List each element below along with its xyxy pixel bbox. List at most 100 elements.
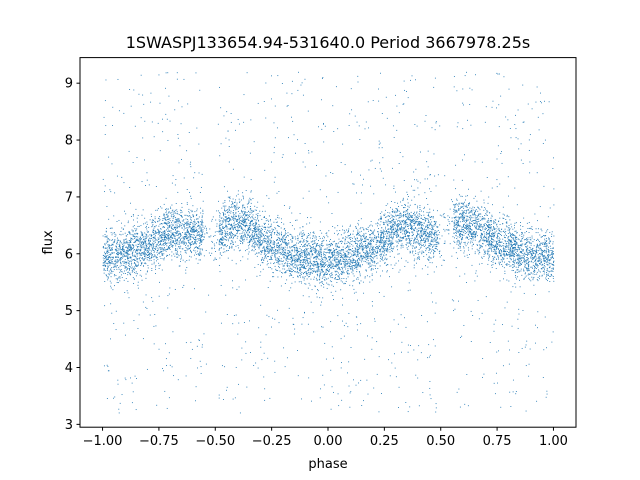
data-point [407, 351, 409, 353]
data-point [354, 239, 356, 241]
data-point [228, 233, 230, 235]
data-point [261, 218, 263, 220]
data-point [233, 220, 235, 221]
data-point [317, 254, 319, 256]
data-point [482, 243, 484, 245]
data-point [398, 217, 400, 219]
data-point [397, 225, 399, 227]
data-point [529, 161, 531, 163]
data-point [195, 72, 197, 74]
data-point [126, 240, 128, 242]
data-point [443, 228, 445, 230]
data-point [497, 235, 498, 237]
data-point [407, 217, 409, 219]
data-point [309, 258, 311, 260]
data-point [396, 129, 398, 131]
data-point [243, 224, 245, 226]
data-point [257, 215, 259, 217]
data-point [279, 234, 280, 236]
data-point [136, 228, 138, 230]
data-point [264, 226, 266, 228]
data-point [308, 269, 310, 271]
data-point [542, 267, 544, 268]
data-point [167, 229, 169, 231]
data-point [460, 236, 462, 237]
data-point [190, 246, 192, 248]
data-point [433, 233, 435, 235]
data-point [367, 243, 369, 245]
data-point [297, 256, 299, 258]
data-point [304, 166, 306, 168]
data-point [310, 256, 312, 258]
data-point [502, 365, 504, 367]
data-point [224, 244, 226, 245]
data-point [340, 273, 342, 275]
data-point [188, 224, 190, 226]
data-point [473, 234, 475, 236]
data-point [327, 236, 329, 238]
data-point [246, 232, 247, 234]
data-point [248, 231, 250, 233]
data-point [321, 271, 323, 273]
data-point [281, 251, 283, 253]
data-point [120, 262, 122, 264]
data-point [346, 255, 348, 257]
data-point [226, 314, 228, 316]
data-point [376, 263, 378, 265]
data-point [397, 249, 399, 251]
data-point [362, 248, 364, 250]
data-point [240, 236, 242, 238]
data-point [292, 246, 294, 248]
data-point [137, 248, 139, 250]
data-point [436, 266, 437, 268]
data-point [288, 207, 290, 209]
data-point [128, 240, 130, 242]
data-point [427, 228, 429, 230]
data-point [315, 271, 317, 273]
data-point [392, 221, 394, 223]
data-point [418, 255, 420, 257]
data-point [437, 238, 438, 240]
data-point [112, 262, 114, 264]
data-point [138, 249, 140, 251]
data-point [205, 311, 207, 313]
data-point [354, 263, 356, 265]
data-point [313, 278, 315, 280]
data-point [294, 271, 296, 273]
data-point [158, 252, 160, 254]
data-point [242, 210, 244, 212]
data-point [320, 272, 321, 274]
data-point [484, 239, 486, 241]
data-point [516, 232, 518, 234]
data-point [277, 216, 278, 218]
data-point [261, 232, 263, 234]
data-point [169, 242, 171, 244]
data-point [168, 293, 170, 295]
data-point [301, 282, 302, 284]
data-point [535, 101, 537, 103]
data-point [306, 259, 308, 261]
data-point [357, 75, 359, 77]
data-point [294, 262, 296, 264]
data-point [479, 226, 481, 228]
data-point [398, 271, 400, 273]
data-point [319, 273, 321, 275]
data-point [220, 217, 222, 219]
data-point [489, 212, 491, 214]
data-point [469, 231, 471, 233]
data-point [359, 256, 361, 258]
data-point [328, 202, 330, 204]
data-point [347, 235, 349, 237]
data-point [175, 226, 177, 228]
data-point [371, 245, 373, 247]
data-point [257, 218, 258, 220]
data-point [467, 228, 469, 230]
data-point [178, 240, 180, 242]
data-point [431, 244, 433, 246]
data-point [273, 146, 275, 148]
data-point [490, 235, 492, 237]
data-point [145, 236, 147, 238]
data-point [275, 228, 277, 230]
data-point [548, 242, 550, 244]
data-point [199, 255, 201, 256]
